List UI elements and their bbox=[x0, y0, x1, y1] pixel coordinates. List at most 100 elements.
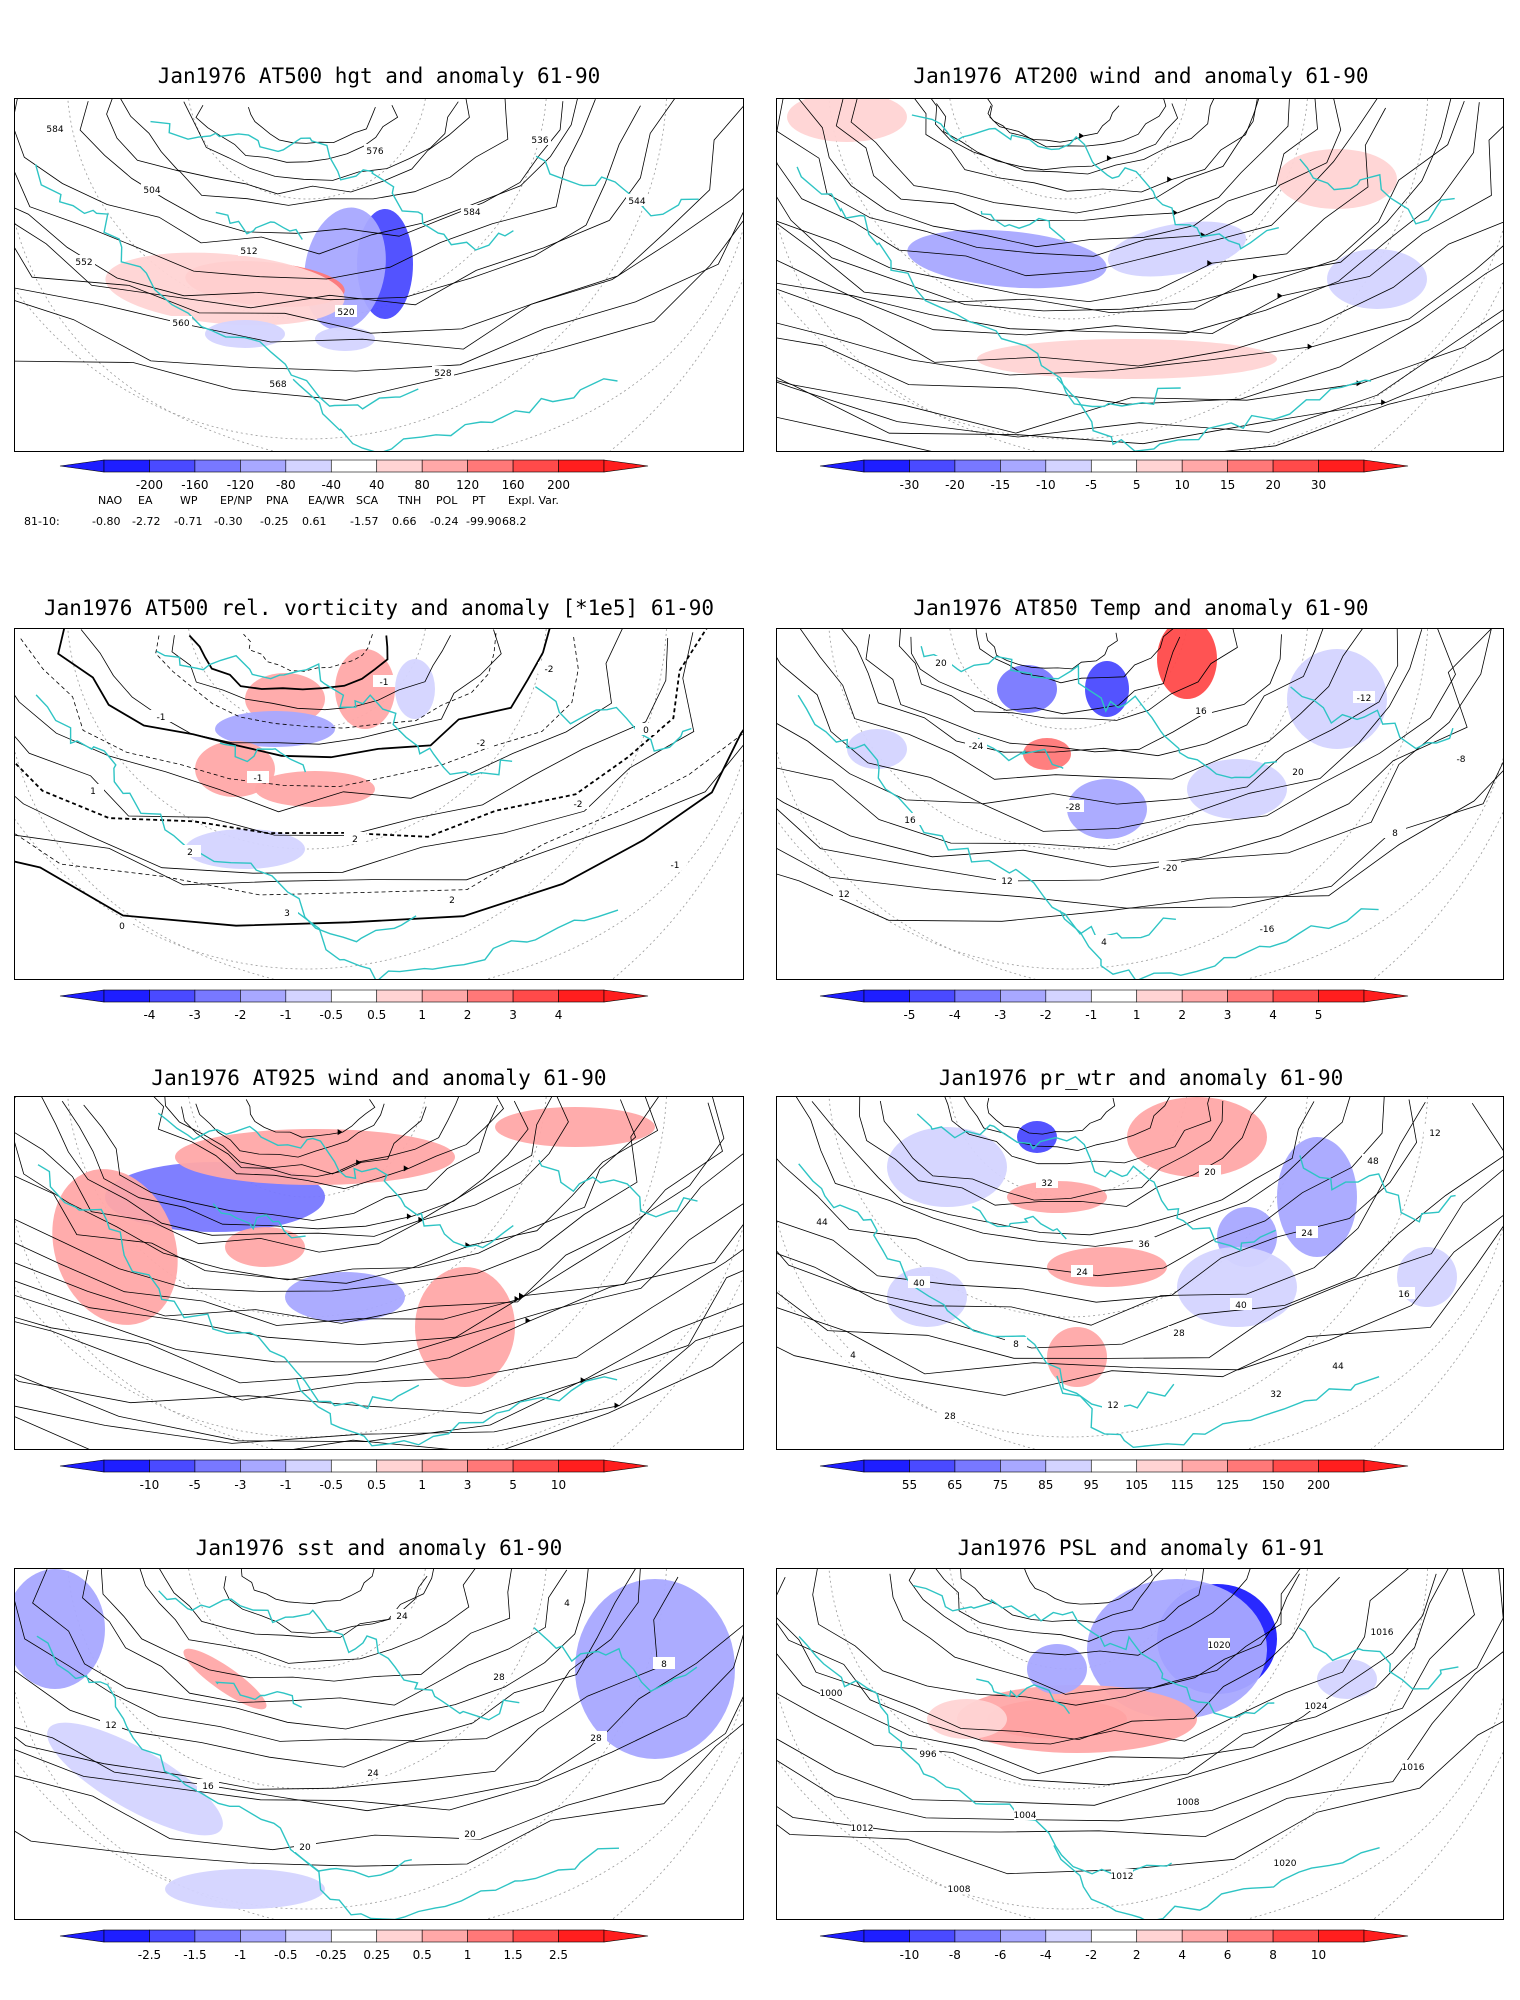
colorbar-segment bbox=[1000, 989, 1047, 1003]
colorbar-tick-label: -1 bbox=[1085, 1008, 1098, 1022]
contour-label-bg bbox=[1393, 1287, 1415, 1299]
contour-label: -1 bbox=[157, 713, 166, 723]
colorbar-segment bbox=[285, 1929, 332, 1943]
streamline bbox=[15, 1270, 743, 1414]
contour-label: 536 bbox=[531, 136, 548, 146]
colorbar-segment bbox=[1045, 989, 1092, 1003]
coastline bbox=[977, 737, 1064, 769]
colorbar-segment bbox=[954, 1929, 1001, 1943]
streamline bbox=[15, 1249, 743, 1401]
contour-label-bg bbox=[1071, 1265, 1093, 1277]
colorbar-segment bbox=[194, 459, 241, 473]
contour-label: 24 bbox=[396, 1612, 408, 1622]
contour-line bbox=[15, 220, 743, 401]
streamline bbox=[15, 1224, 743, 1384]
colorbar-segment bbox=[1227, 1929, 1274, 1943]
wind-arrow bbox=[418, 1216, 424, 1223]
contour-label: 568 bbox=[269, 380, 286, 390]
colorbar-tick-label: -10 bbox=[899, 1948, 920, 1962]
contour-label: 12 bbox=[105, 1721, 116, 1731]
index-header: TNH bbox=[398, 494, 422, 507]
contour-label-bg bbox=[1177, 1795, 1199, 1807]
contour-label: 1008 bbox=[948, 1885, 971, 1895]
coastline bbox=[1059, 908, 1379, 979]
colorbar-tick-label: 200 bbox=[547, 478, 570, 492]
contour-label-bg bbox=[1133, 1237, 1155, 1249]
contour-label: 3 bbox=[284, 909, 290, 919]
map-wind925 bbox=[14, 1096, 744, 1450]
wind-arrow bbox=[1172, 209, 1178, 216]
colorbar-tick-label: -0.5 bbox=[274, 1948, 298, 1962]
contour-line bbox=[811, 1101, 1315, 1236]
contour-label: 28 bbox=[1173, 1329, 1185, 1339]
colorbar-svg bbox=[819, 989, 1409, 1003]
contour-line bbox=[15, 188, 743, 350]
colorbar-tick-label: -30 bbox=[899, 478, 920, 492]
contour-label-bg bbox=[1265, 1387, 1287, 1399]
colorbar-segment bbox=[1272, 1459, 1319, 1473]
contour-label: 2 bbox=[187, 848, 193, 858]
coastline bbox=[538, 1159, 698, 1218]
colorbar-segment bbox=[330, 1929, 378, 1943]
wind-arrow bbox=[1277, 292, 1283, 299]
latitude-circle bbox=[777, 629, 1428, 970]
coastline bbox=[920, 646, 1278, 779]
map-svg: 24 28 32 48 44 40 8 12 20 24 16 4 28 32 36 40 44 12 bbox=[777, 1097, 1503, 1449]
colorbar: -10 -8 -6 -4 -2 2 4 6 8 10 bbox=[819, 1928, 1460, 1968]
contour-label: 12 bbox=[838, 890, 849, 900]
colorbar-segment bbox=[149, 1459, 196, 1473]
map-psl: 1008 1020 1016 1000 996 1004 1012 1020 1024 1016 1… bbox=[776, 1568, 1504, 1920]
colorbar-tick-label: 30 bbox=[1310, 478, 1327, 492]
contour-label: -12 bbox=[1357, 694, 1372, 704]
contour-label: -16 bbox=[1260, 925, 1275, 935]
panel-title: Jan1976 AT200 wind and anomaly 61-90 bbox=[913, 64, 1369, 88]
contour-label-bg bbox=[820, 1686, 842, 1698]
panel-title: Jan1976 sst and anomaly 61-90 bbox=[195, 1536, 563, 1560]
contour-label-bg bbox=[1014, 1808, 1036, 1820]
contour-label-bg bbox=[842, 1348, 864, 1360]
colorbar-tick-label: 0.5 bbox=[367, 1478, 387, 1492]
coastline bbox=[212, 1203, 306, 1239]
contour-label: 16 bbox=[202, 1782, 214, 1792]
colorbar-tick-label: 0.25 bbox=[363, 1948, 391, 1962]
index-value: -0.71 bbox=[174, 515, 203, 528]
coastline bbox=[535, 155, 699, 217]
contour-label: 1000 bbox=[820, 1689, 843, 1699]
colorbar-tick-label: 3 bbox=[509, 1008, 517, 1022]
map-svg: 24 20 4 8 12 16 20 24 28 28 bbox=[15, 1569, 743, 1919]
colorbar-segment bbox=[421, 1459, 468, 1473]
colorbar-segment bbox=[512, 1929, 559, 1943]
contour-label: 8 bbox=[1013, 1340, 1019, 1350]
contour-line bbox=[960, 1569, 1164, 1623]
colorbar-segment bbox=[1318, 989, 1365, 1003]
contour-label-bg bbox=[1102, 1398, 1124, 1410]
contour-label-bg bbox=[930, 656, 952, 668]
contour-label-bg bbox=[150, 710, 172, 722]
contour-label: 20 bbox=[935, 659, 947, 669]
streamline bbox=[987, 105, 1120, 143]
streamline bbox=[15, 1097, 569, 1253]
colorbar-arrow-left bbox=[59, 1459, 105, 1473]
contour-label: 1016 bbox=[1402, 1763, 1425, 1773]
contour-label-bg bbox=[294, 1840, 316, 1852]
contour-line bbox=[243, 633, 373, 672]
colorbar-tick-label: 4 bbox=[554, 1008, 563, 1022]
streamline bbox=[914, 99, 1260, 193]
contour-label-bg bbox=[567, 797, 589, 809]
colorbar-tick-label: -200 bbox=[135, 478, 164, 492]
map-prwtr: 24 28 32 48 44 40 8 12 20 24 16 4 28 32 36 40 44 12 bbox=[776, 1096, 1504, 1450]
colorbar: -30 -20 -15 -10 -5 5 10 15 20 30 bbox=[819, 458, 1460, 498]
coastline bbox=[289, 906, 619, 979]
colorbar-segment bbox=[149, 989, 196, 1003]
negative-anomaly bbox=[165, 1869, 325, 1909]
latitude-circle bbox=[67, 1569, 547, 1790]
colorbar-segment bbox=[467, 1929, 514, 1943]
colorbar-segment bbox=[909, 989, 956, 1003]
latitude-circle bbox=[15, 1097, 667, 1438]
colorbar-arrow-left bbox=[819, 459, 865, 473]
index-value: 0.61 bbox=[302, 515, 327, 528]
colorbar-tick-label: -3 bbox=[994, 1008, 1007, 1022]
latitude-circle bbox=[15, 629, 667, 970]
index-header: NAO bbox=[98, 494, 123, 507]
negative-anomaly bbox=[1327, 249, 1427, 309]
